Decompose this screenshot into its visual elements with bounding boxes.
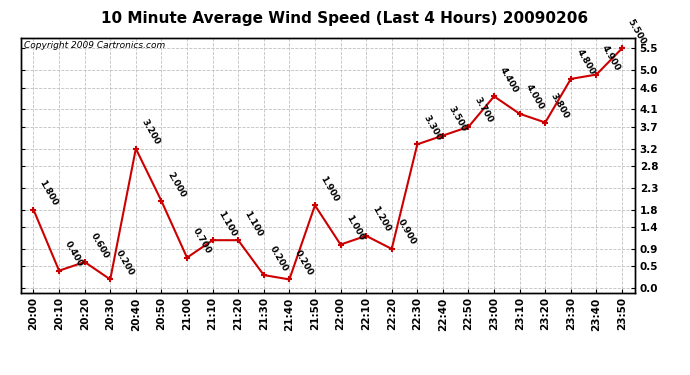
Text: 0.200: 0.200	[293, 249, 315, 277]
Text: 0.400: 0.400	[63, 240, 85, 268]
Text: 3.200: 3.200	[139, 118, 161, 147]
Text: 3.800: 3.800	[549, 92, 571, 120]
Text: 1.000: 1.000	[344, 214, 366, 242]
Text: 4.400: 4.400	[498, 65, 520, 94]
Text: 1.800: 1.800	[37, 178, 59, 207]
Text: 2.000: 2.000	[166, 170, 187, 199]
Text: 4.000: 4.000	[524, 83, 545, 112]
Text: 5.500: 5.500	[626, 17, 648, 46]
Text: 0.200: 0.200	[268, 244, 289, 273]
Text: 10 Minute Average Wind Speed (Last 4 Hours) 20090206: 10 Minute Average Wind Speed (Last 4 Hou…	[101, 11, 589, 26]
Text: 1.100: 1.100	[242, 209, 264, 238]
Text: 0.700: 0.700	[191, 226, 213, 255]
Text: 3.300: 3.300	[421, 113, 443, 142]
Text: 3.700: 3.700	[473, 96, 494, 124]
Text: 0.200: 0.200	[114, 249, 136, 277]
Text: 0.600: 0.600	[88, 231, 110, 260]
Text: Copyright 2009 Cartronics.com: Copyright 2009 Cartronics.com	[23, 41, 165, 50]
Text: 4.900: 4.900	[600, 43, 622, 72]
Text: 4.800: 4.800	[575, 48, 597, 77]
Text: 1.100: 1.100	[217, 209, 238, 238]
Text: 3.500: 3.500	[446, 105, 469, 134]
Text: 1.200: 1.200	[370, 205, 392, 234]
Text: 1.900: 1.900	[319, 174, 341, 203]
Text: 0.900: 0.900	[395, 218, 417, 247]
